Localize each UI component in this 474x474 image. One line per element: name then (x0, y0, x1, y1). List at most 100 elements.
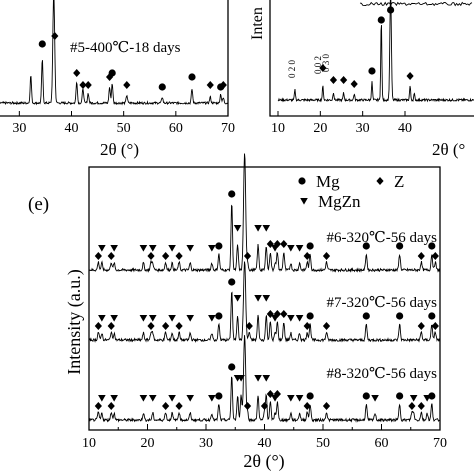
mgzn-peak-marker (148, 245, 157, 252)
mg-peak-marker (188, 73, 196, 81)
mgzn-peak-marker (139, 245, 148, 252)
mg-peak-marker (228, 363, 236, 371)
mgzn-peak-marker (98, 315, 106, 322)
z-peak-marker (79, 81, 87, 89)
panel-e-legend: Mg Z MgZn (298, 172, 404, 211)
panel-e-series-labels: #6-320℃-56 days #7-320℃-56 days #8-320℃-56… (326, 230, 437, 382)
mg-peak-marker (396, 242, 404, 250)
mgzn-peak-marker (295, 315, 304, 322)
panel-e-pattern (88, 261, 441, 344)
miller-index-label: 0 3 0 (321, 54, 331, 73)
mg-peak-marker (306, 392, 314, 400)
x-tick-label: 30 (356, 121, 370, 136)
mg-peak-marker (362, 392, 370, 400)
panel-e-ylabel: Intensity (a.u.) (64, 269, 85, 374)
mgzn-peak-marker (254, 375, 262, 382)
z-peak-marker (417, 322, 425, 330)
z-peak-marker (243, 252, 252, 260)
series-label-5: #5-400℃-18 days (70, 40, 181, 56)
mg-peak-marker (306, 242, 314, 250)
z-peak-marker (147, 322, 155, 330)
mgzn-peak-marker (139, 315, 148, 322)
z-peak-marker (322, 402, 331, 410)
miller-index-label: 0 0 2 (313, 56, 323, 74)
z-peak-marker (147, 252, 155, 260)
mgzn-peak-marker (208, 315, 216, 322)
z-peak-marker (266, 240, 274, 248)
mgzn-peak-marker (287, 315, 295, 322)
z-peak-marker (350, 80, 358, 88)
mg-peak-marker (396, 312, 404, 320)
mgzn-peak-marker (233, 225, 242, 232)
z-peak-marker (260, 402, 269, 410)
z-peak-marker (84, 81, 92, 89)
mgzn-peak-marker (262, 375, 271, 382)
mgzn-peak-marker (262, 225, 271, 232)
z-peak-marker (107, 252, 115, 260)
panel-top-right-axes (269, 0, 474, 117)
mgzn-peak-marker (237, 375, 245, 382)
z-peak-marker (431, 322, 439, 330)
z-peak-marker (175, 402, 183, 410)
mgzn-peak-marker (168, 315, 176, 322)
legend-marker-z (376, 177, 384, 185)
z-peak-marker (266, 390, 274, 398)
x-tick-label: 50 (117, 121, 131, 136)
z-peak-marker (245, 322, 253, 330)
x-tick-label: 30 (12, 121, 26, 136)
mgzn-peak-marker (98, 245, 106, 252)
panel-top-right-markers (319, 6, 414, 88)
z-peak-marker (280, 240, 288, 248)
z-peak-marker (175, 252, 183, 260)
z-peak-marker (303, 252, 311, 260)
panel-top-left-frame (0, 0, 229, 117)
series-label: #8-320℃-56 days (326, 366, 437, 382)
z-peak-marker (266, 310, 274, 318)
legend-marker-mgzn (300, 198, 308, 205)
panel-e-xlabel: 2θ (°) (243, 451, 284, 472)
legend-label-mg: Mg (316, 172, 340, 191)
panel-e-markers (94, 190, 439, 410)
panel-top-left-axes (0, 0, 229, 117)
z-peak-marker (162, 402, 170, 410)
mgzn-peak-marker (98, 395, 106, 402)
mg-peak-marker (396, 392, 404, 400)
mg-peak-marker (387, 6, 395, 14)
miller-index-label: 0 2 0 (287, 60, 297, 79)
series-label: #6-320℃-56 days (326, 230, 437, 246)
mg-peak-marker (428, 312, 436, 320)
z-peak-marker (175, 322, 183, 330)
mgzn-peak-marker (271, 395, 279, 402)
mgzn-peak-marker (287, 395, 295, 402)
x-tick-label: 30 (199, 436, 213, 451)
mgzn-peak-marker (371, 395, 379, 402)
mgzn-peak-marker (148, 315, 157, 322)
panel-top-right: 10 20 30 40 Inten 2θ (° 0 2 0 0 0 20 3 0 (249, 0, 474, 159)
panel-top-right-pattern (277, 0, 474, 103)
panel-top-right-frame (269, 0, 474, 117)
x-tick-label: 40 (65, 121, 79, 136)
x-tick-label: 10 (271, 121, 285, 136)
panel-e-ticks: 10 20 30 40 50 60 70 (82, 424, 447, 451)
z-peak-marker (322, 322, 331, 330)
z-peak-marker (406, 72, 414, 80)
z-peak-marker (162, 252, 170, 260)
z-peak-marker (243, 402, 252, 410)
z-peak-marker (107, 322, 115, 330)
mg-peak-marker (428, 392, 436, 400)
mg-peak-marker (228, 278, 236, 286)
panel-e-pattern (88, 153, 441, 273)
mg-peak-marker (428, 242, 436, 250)
x-tick-label: 50 (316, 436, 330, 451)
panel-e-label: (e) (28, 194, 49, 215)
z-peak-marker (123, 81, 131, 89)
z-peak-marker (94, 322, 102, 330)
mgzn-peak-marker (287, 245, 295, 252)
mgzn-peak-marker (295, 245, 304, 252)
z-peak-marker (303, 402, 311, 410)
mgzn-peak-marker (423, 395, 431, 402)
mg-peak-marker (215, 312, 223, 320)
x-tick-label: 40 (398, 121, 412, 136)
